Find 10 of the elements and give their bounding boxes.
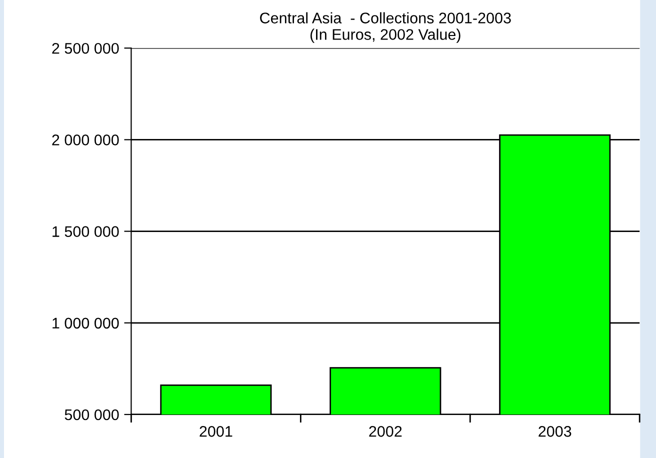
x-tick-label: 2003: [538, 426, 572, 437]
x-tick-label: 2002: [369, 426, 402, 437]
y-tick-label: 2 500 000: [52, 42, 119, 54]
chart-subtitle: (In Euros, 2002 Value): [310, 28, 460, 43]
chart-title: Central Asia - Collections 2001-2003: [260, 12, 511, 24]
x-tick-label: 2001: [200, 426, 232, 437]
y-tick-label: 1 500 000: [52, 226, 119, 237]
y-tick-label: 2 000 000: [52, 134, 119, 146]
y-tick-label: 1 000 000: [52, 318, 119, 329]
y-tick-label: 500 000: [64, 409, 119, 420]
